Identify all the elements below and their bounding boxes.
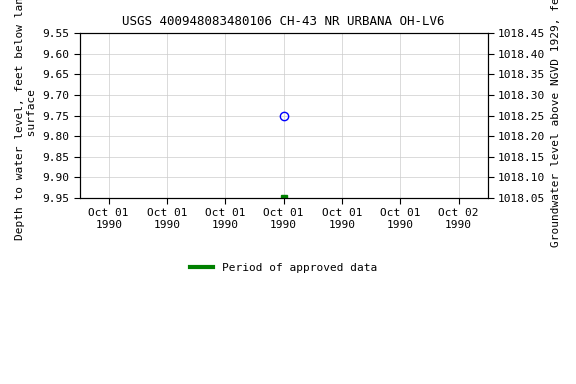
Y-axis label: Depth to water level, feet below land
 surface: Depth to water level, feet below land su… — [15, 0, 37, 240]
Legend: Period of approved data: Period of approved data — [186, 259, 381, 278]
Title: USGS 400948083480106 CH-43 NR URBANA OH-LV6: USGS 400948083480106 CH-43 NR URBANA OH-… — [123, 15, 445, 28]
Y-axis label: Groundwater level above NGVD 1929, feet: Groundwater level above NGVD 1929, feet — [551, 0, 561, 247]
